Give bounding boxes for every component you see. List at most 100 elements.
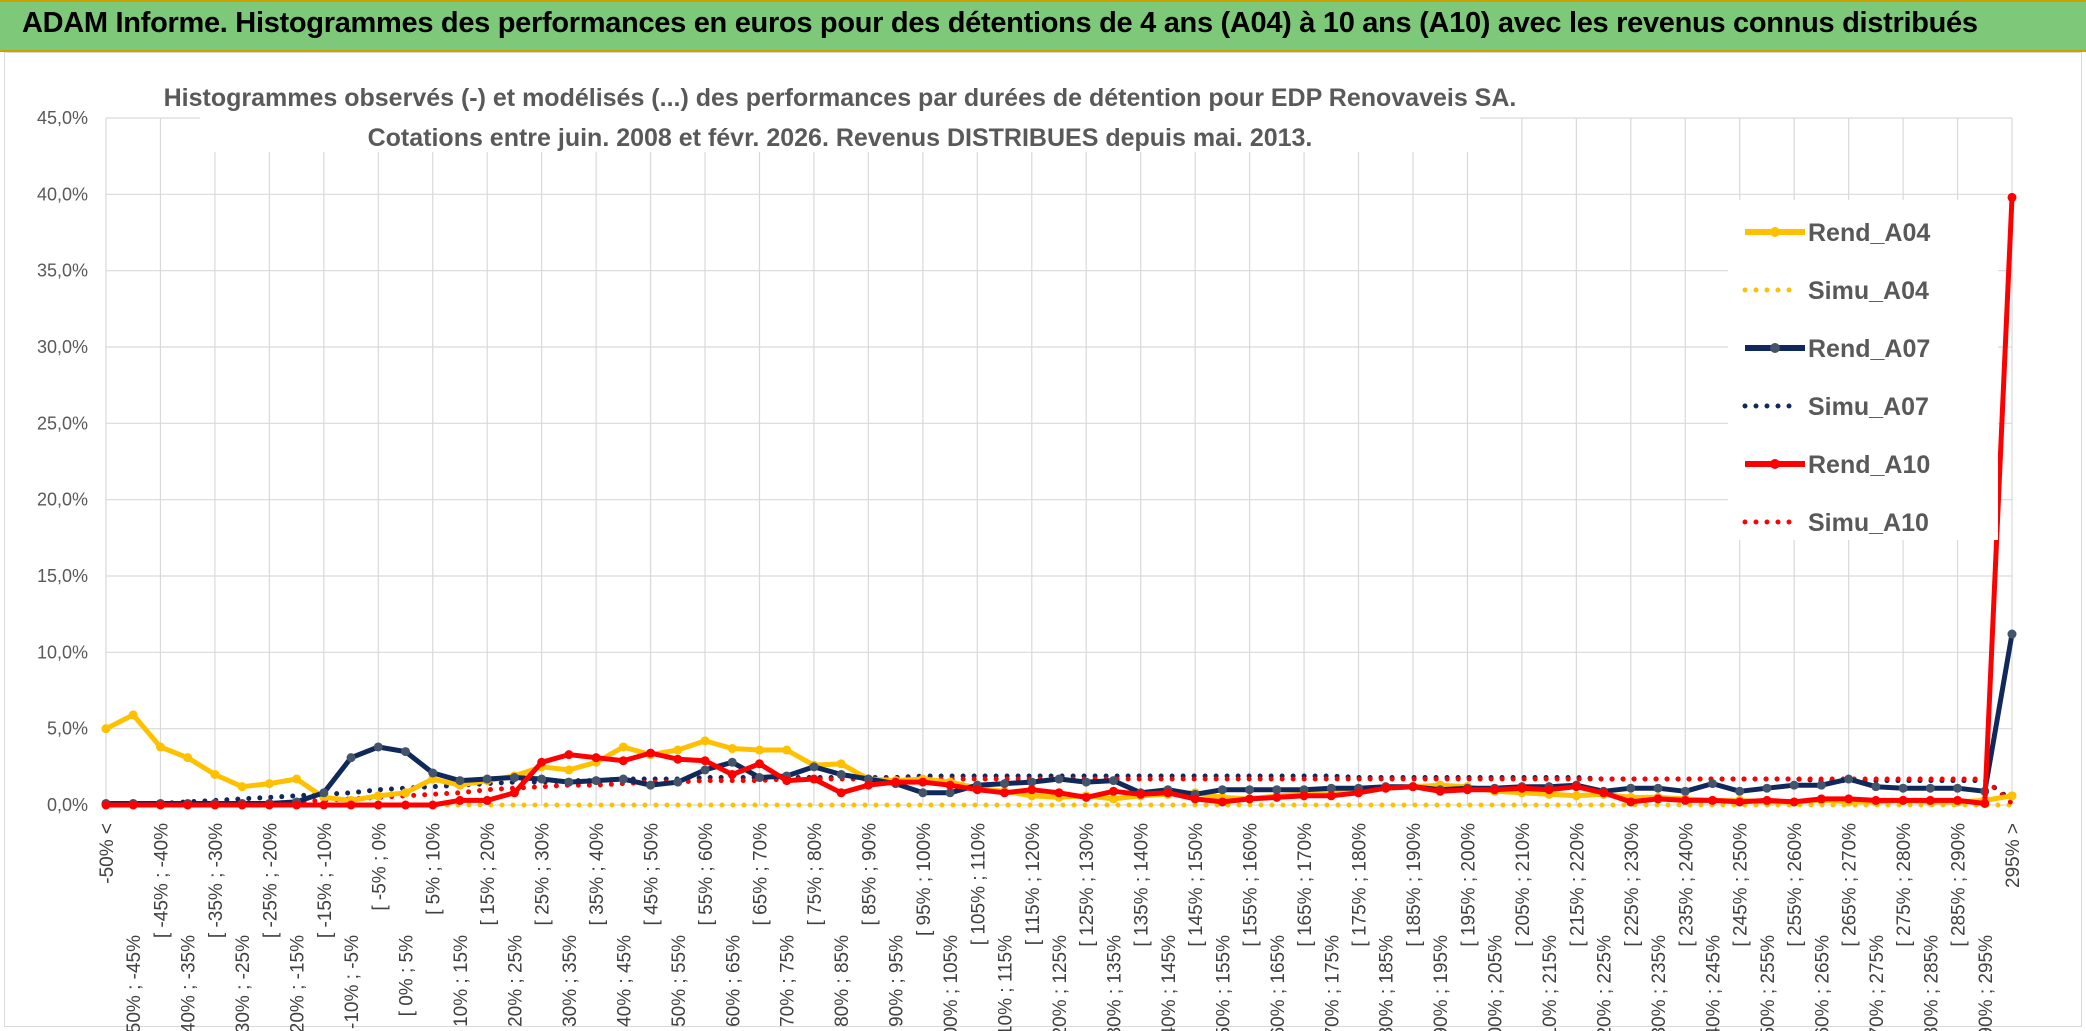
data-point bbox=[1299, 791, 1309, 801]
x-tick-label: [ 80% ; 85% bbox=[832, 935, 853, 1031]
legend: Rend_A04 Simu_A04 Rend_A07 Simu_A07 Rend_A10… bbox=[1728, 200, 1998, 540]
data-point bbox=[2007, 629, 2017, 639]
data-point bbox=[401, 800, 411, 810]
legend-label: Rend_A10 bbox=[1808, 451, 1930, 479]
x-tick-label: [ 30% ; 35% bbox=[560, 935, 581, 1031]
y-tick-label: 10,0% bbox=[37, 642, 88, 662]
data-point bbox=[836, 788, 846, 798]
data-point bbox=[1108, 776, 1118, 786]
x-tick-label: [ 45% ; 50% bbox=[642, 823, 663, 926]
x-tick-label: [ 135% ; 140% bbox=[1132, 823, 1153, 947]
data-point bbox=[373, 791, 383, 801]
x-tick-label: [ 285% ; 290% bbox=[1949, 823, 1970, 947]
x-tick-label: [ -15% ; -10% bbox=[315, 823, 336, 938]
data-point bbox=[1326, 783, 1336, 793]
report-title: ADAM Informe. Histogrammes des performan… bbox=[22, 7, 1978, 39]
legend-marker bbox=[1770, 343, 1780, 353]
data-point bbox=[1517, 783, 1527, 793]
data-point bbox=[346, 800, 356, 810]
data-point bbox=[1925, 795, 1935, 805]
data-point bbox=[319, 788, 329, 798]
x-tick-label: [ 280% ; 285% bbox=[1921, 935, 1942, 1031]
x-tick-label: [ 195% ; 200% bbox=[1458, 823, 1479, 947]
data-point bbox=[1898, 795, 1908, 805]
data-point bbox=[1680, 795, 1690, 805]
data-point bbox=[754, 759, 764, 769]
data-point bbox=[673, 745, 683, 755]
data-point bbox=[1762, 783, 1772, 793]
x-tick-label: [ -25% ; -20% bbox=[260, 823, 281, 938]
data-point bbox=[618, 774, 628, 784]
data-point bbox=[591, 753, 601, 763]
data-point bbox=[782, 776, 792, 786]
data-point bbox=[264, 800, 274, 810]
y-tick-label: 25,0% bbox=[37, 413, 88, 433]
data-point bbox=[1217, 797, 1227, 807]
x-tick-label: [ 180% ; 185% bbox=[1377, 935, 1398, 1031]
series-line-simu-a07 bbox=[103, 773, 2015, 808]
data-point bbox=[618, 742, 628, 752]
chart-frame bbox=[4, 52, 2082, 1027]
data-point bbox=[591, 776, 601, 786]
x-tick-label: [ 230% ; 235% bbox=[1649, 935, 1670, 1031]
x-tick-label: [ 95% ; 100% bbox=[914, 823, 935, 936]
x-tick-label: [ 140% ; 145% bbox=[1159, 935, 1180, 1031]
x-tick-label: [ 65% ; 70% bbox=[750, 823, 771, 926]
data-point bbox=[101, 724, 111, 734]
data-point bbox=[128, 710, 138, 720]
x-tick-label: [ 120% ; 125% bbox=[1050, 935, 1071, 1031]
data-point bbox=[455, 776, 465, 786]
data-point bbox=[1272, 792, 1282, 802]
data-point bbox=[346, 753, 356, 763]
data-point bbox=[292, 774, 302, 784]
x-tick-label: [ 55% ; 60% bbox=[696, 823, 717, 926]
data-point bbox=[1354, 788, 1364, 798]
y-tick-label: 35,0% bbox=[37, 261, 88, 281]
data-point bbox=[1408, 782, 1418, 792]
data-point bbox=[1925, 783, 1935, 793]
data-point bbox=[891, 777, 901, 787]
data-point bbox=[183, 800, 193, 810]
data-point bbox=[428, 768, 438, 778]
x-tick-label: [ 235% ; 240% bbox=[1676, 823, 1697, 947]
legend-marker bbox=[1770, 459, 1780, 469]
data-point bbox=[646, 748, 656, 758]
x-tick-label: [ 205% ; 210% bbox=[1513, 823, 1534, 947]
data-point bbox=[673, 754, 683, 764]
x-tick-label: [ 75% ; 80% bbox=[805, 823, 826, 926]
data-point bbox=[2007, 791, 2017, 801]
data-point bbox=[1898, 783, 1908, 793]
x-tick-label: [ -5% ; 0% bbox=[369, 823, 390, 911]
data-point bbox=[537, 774, 547, 784]
data-point bbox=[782, 745, 792, 755]
data-point bbox=[1245, 785, 1255, 795]
data-point bbox=[1953, 795, 1963, 805]
data-point bbox=[809, 774, 819, 784]
data-point bbox=[754, 773, 764, 783]
x-tick-label: [ 0% ; 5% bbox=[397, 935, 418, 1016]
x-tick-label: [ -45% ; -40% bbox=[151, 823, 172, 938]
x-tick-label: [ 20% ; 25% bbox=[505, 935, 526, 1031]
x-tick-label: [ 165% ; 170% bbox=[1295, 823, 1316, 947]
x-tick-label: [ 270% ; 275% bbox=[1867, 935, 1888, 1031]
y-tick-label: 5,0% bbox=[47, 719, 88, 739]
data-point bbox=[509, 773, 519, 783]
x-tick-label: [ 240% ; 245% bbox=[1703, 935, 1724, 1031]
data-point bbox=[1490, 785, 1500, 795]
data-point bbox=[1000, 779, 1010, 789]
data-point bbox=[1789, 780, 1799, 790]
series-line-simu-a10 bbox=[103, 776, 2015, 808]
x-tick-label: [ -40% ; -35% bbox=[179, 935, 200, 1031]
x-tick-label: [ 60% ; 65% bbox=[723, 935, 744, 1031]
data-point bbox=[1653, 794, 1663, 804]
data-point bbox=[700, 736, 710, 746]
data-point bbox=[401, 788, 411, 798]
data-point bbox=[1707, 795, 1717, 805]
data-point bbox=[1816, 780, 1826, 790]
report-banner: ADAM Informe. Histogrammes des performan… bbox=[0, 0, 2086, 52]
legend-label: Simu_A07 bbox=[1808, 393, 1929, 421]
series-line-rend-a10 bbox=[106, 197, 2015, 808]
data-point bbox=[509, 788, 519, 798]
x-tick-label: [ 170% ; 175% bbox=[1322, 935, 1343, 1031]
